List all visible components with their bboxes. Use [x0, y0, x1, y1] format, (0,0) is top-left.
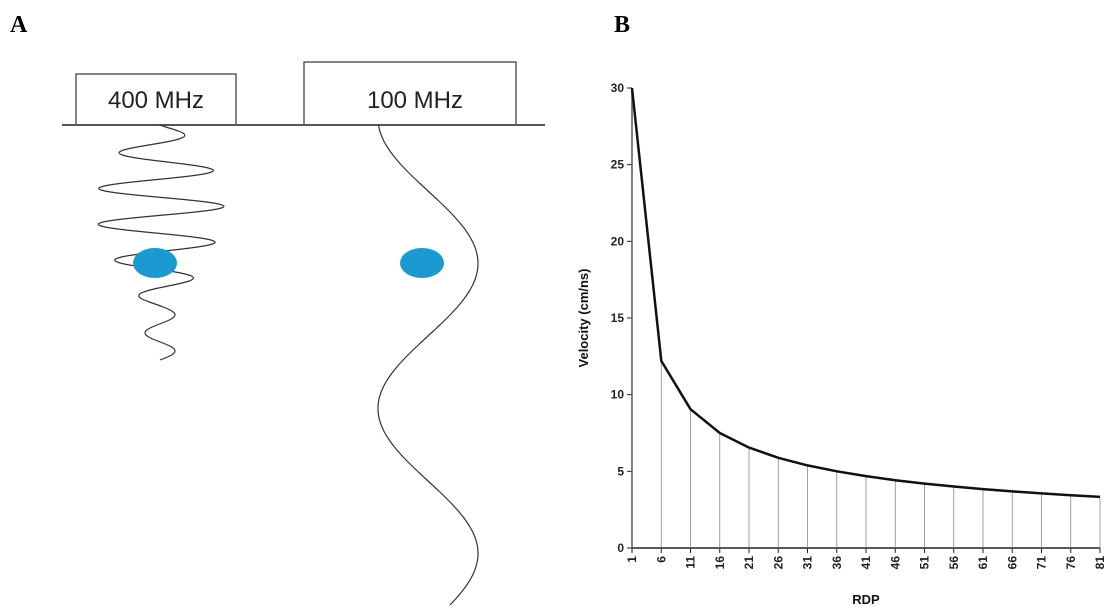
y-tick-label: 20 [611, 234, 625, 248]
x-tick-label: 6 [654, 556, 668, 563]
y-tick-label: 15 [611, 311, 625, 325]
x-tick-label: 81 [1093, 556, 1107, 570]
x-tick-label: 56 [947, 556, 961, 570]
x-tick-label: 11 [684, 556, 698, 569]
x-tick-label: 1 [625, 556, 639, 563]
x-tick-label: 21 [742, 556, 756, 570]
x-axis-label: RDP [852, 592, 880, 607]
x-tick-label: 26 [771, 556, 785, 570]
x-tick-label: 36 [830, 556, 844, 570]
x-tick-label: 71 [1035, 556, 1049, 570]
target [133, 248, 177, 278]
x-tick-label: 31 [801, 556, 815, 570]
x-tick-label: 16 [713, 556, 727, 570]
x-tick-label: 61 [976, 556, 990, 570]
panel-label: B [614, 12, 630, 38]
x-tick-label: 76 [1064, 556, 1078, 570]
x-tick-label: 66 [1005, 556, 1019, 570]
frequency-label: 400 MHz [108, 87, 204, 114]
wave-400mhz [97, 124, 225, 361]
panel-label: A [10, 12, 28, 38]
x-tick-label: 41 [859, 556, 873, 570]
y-tick-label: 10 [611, 388, 625, 402]
wave-100mhz [377, 124, 479, 606]
velocity-curve [630, 87, 1101, 499]
y-axis-label: Velocity (cm/ns) [576, 269, 591, 368]
y-tick-label: 0 [617, 541, 624, 555]
x-tick-label: 51 [918, 556, 932, 570]
x-tick-label: 46 [888, 556, 902, 570]
y-tick-label: 25 [611, 158, 625, 172]
y-tick-label: 5 [617, 464, 624, 478]
frequency-label: 100 MHz [367, 87, 463, 114]
y-tick-label: 30 [611, 81, 625, 95]
target [400, 248, 444, 278]
